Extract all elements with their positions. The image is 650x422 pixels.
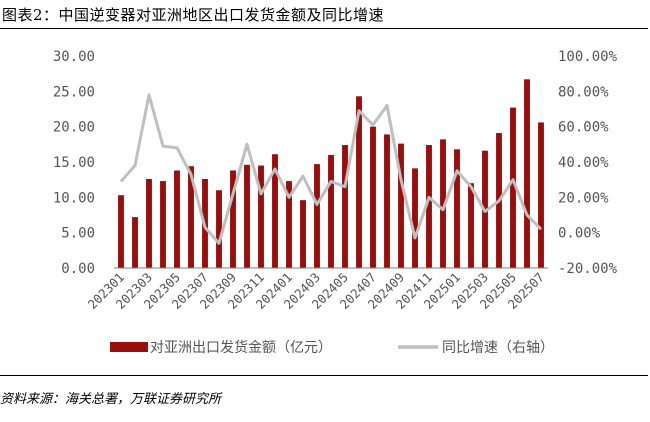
bar <box>314 164 320 268</box>
chart: 0.00 5.00 10.00 15.00 20.00 25.00 30.00 -20.00… <box>53 49 618 356</box>
bar <box>370 126 376 269</box>
bar <box>160 181 166 268</box>
right-axis-tick-label: -20.00% <box>558 261 618 277</box>
bar <box>328 154 334 268</box>
right-axis-tick-label: 40.00% <box>558 155 609 171</box>
bar <box>510 107 516 268</box>
right-axis-tick-label: 60.00% <box>558 120 609 136</box>
left-axis-tick-label: 0.00 <box>61 261 95 277</box>
bar <box>272 154 278 268</box>
bar <box>538 122 544 268</box>
line-series <box>119 93 543 245</box>
bar-series <box>118 79 544 269</box>
bottom-divider <box>0 375 648 376</box>
legend-line-label: 同比增速（右轴） <box>442 340 554 356</box>
bar <box>244 164 250 268</box>
bar <box>524 79 530 268</box>
bar <box>174 170 180 268</box>
right-axis-tick-label: 0.00% <box>558 226 601 242</box>
x-axis: 2023012023032023052023072023092023112024… <box>85 267 548 312</box>
left-axis-tick-label: 15.00 <box>53 155 95 171</box>
left-axis: 0.00 5.00 10.00 15.00 20.00 25.00 30.00 <box>53 49 95 277</box>
chart-title: 图表2：中国逆变器对亚洲地区出口发货金额及同比增速 <box>2 6 385 24</box>
right-axis-tick-label: 80.00% <box>558 84 609 100</box>
legend-bar-swatch <box>110 342 148 352</box>
bar <box>426 145 432 268</box>
bar <box>412 168 418 268</box>
bar <box>230 170 236 268</box>
legend: 对亚洲出口发货金额（亿元） 同比增速（右轴） <box>110 339 554 356</box>
left-axis-tick-label: 5.00 <box>61 226 95 242</box>
right-axis-tick-label: 100.00% <box>558 49 618 65</box>
left-axis-tick-label: 10.00 <box>53 190 95 206</box>
right-axis-tick-label: 20.00% <box>558 190 609 206</box>
source-note: 资料来源：海关总署，万联证券研究所 <box>0 392 222 407</box>
bar <box>342 145 348 268</box>
bar <box>398 143 404 268</box>
right-axis: -20.00% 0.00% 20.00% 40.00% 60.00% 80.00% 100.… <box>558 49 618 277</box>
bar <box>356 96 362 268</box>
bar <box>454 149 460 268</box>
bar <box>216 190 222 268</box>
bar <box>384 134 390 268</box>
bar <box>468 183 474 268</box>
left-axis-tick-label: 30.00 <box>53 49 95 65</box>
top-divider <box>0 28 648 29</box>
bar <box>118 195 124 268</box>
bar <box>188 166 194 268</box>
bar <box>440 139 446 268</box>
bar <box>132 217 138 268</box>
bar <box>300 200 306 268</box>
left-axis-tick-label: 20.00 <box>53 120 95 136</box>
bar <box>258 165 264 268</box>
bar <box>286 181 292 268</box>
bar <box>146 178 152 268</box>
left-axis-tick-label: 25.00 <box>53 84 95 100</box>
legend-bar-label: 对亚洲出口发货金额（亿元） <box>150 339 332 356</box>
